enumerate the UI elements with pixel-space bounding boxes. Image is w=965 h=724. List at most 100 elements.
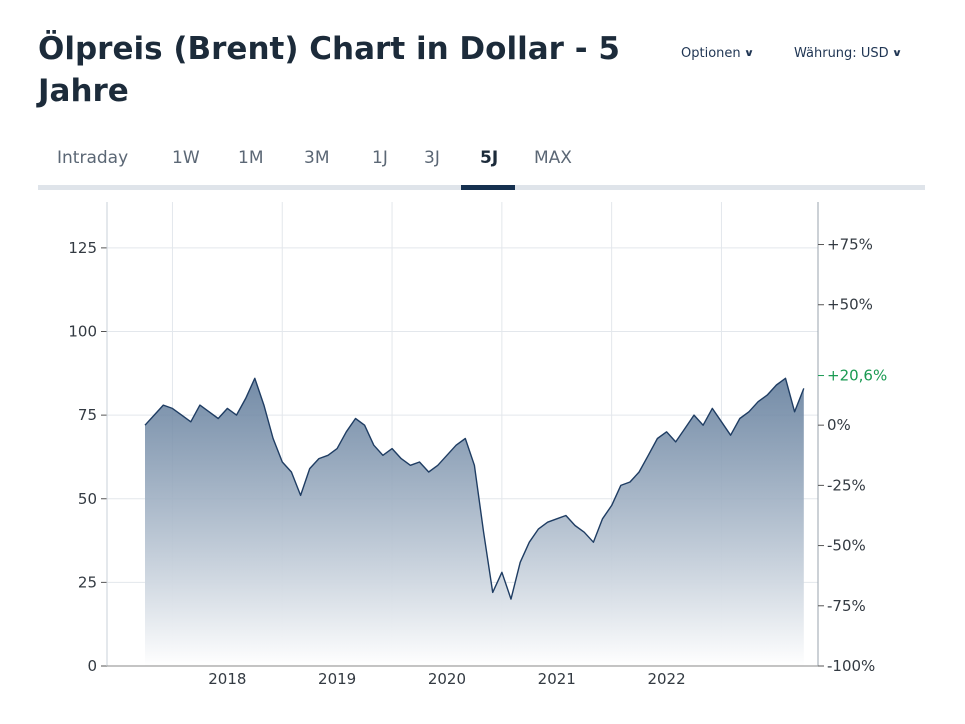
data-point xyxy=(638,471,640,473)
x-tick-label: 2022 xyxy=(647,670,685,688)
data-point xyxy=(418,461,420,463)
y-tick-label: 50 xyxy=(78,490,97,508)
data-point xyxy=(391,447,393,449)
data-point xyxy=(153,414,155,416)
currency-dropdown[interactable]: Währung: USD ∨ xyxy=(794,46,902,61)
y-tick-label: 75 xyxy=(78,406,97,424)
data-point xyxy=(363,424,365,426)
data-point xyxy=(327,454,329,456)
data-point xyxy=(245,397,247,399)
data-point xyxy=(546,521,548,523)
data-point xyxy=(382,454,384,456)
data-point xyxy=(601,518,603,520)
tab-1m[interactable]: 1M xyxy=(238,148,264,168)
data-point xyxy=(263,404,265,406)
x-tick-label: 2020 xyxy=(428,670,466,688)
price-chart: 0 25 50 75 100 125 2018 2019 2020 2021 2022 +75% +50… xyxy=(68,202,887,688)
options-dropdown[interactable]: Optionen ∨ xyxy=(681,46,754,61)
y-tick-label: 0 xyxy=(87,657,97,675)
data-point xyxy=(336,447,338,449)
data-point xyxy=(684,427,686,429)
pct-tick-label: -50% xyxy=(827,537,866,555)
data-point xyxy=(180,414,182,416)
data-point xyxy=(766,394,768,396)
pct-tick-label: -75% xyxy=(827,597,866,615)
y-tick-label: 100 xyxy=(68,323,97,341)
data-point xyxy=(793,411,795,413)
data-point xyxy=(162,404,164,406)
data-point xyxy=(400,457,402,459)
data-point xyxy=(611,504,613,506)
x-tick-label: 2021 xyxy=(538,670,576,688)
data-point xyxy=(537,528,539,530)
data-point xyxy=(775,384,777,386)
x-tick-label: 2019 xyxy=(318,670,356,688)
chevron-down-icon: ∨ xyxy=(891,48,902,59)
data-point xyxy=(592,541,594,543)
data-point xyxy=(235,414,237,416)
data-point xyxy=(208,411,210,413)
data-point xyxy=(254,377,256,379)
data-point xyxy=(309,467,311,469)
data-point xyxy=(473,464,475,466)
pct-tick-label: +75% xyxy=(827,236,873,254)
pct-tick-label: -100% xyxy=(827,657,875,675)
data-point xyxy=(583,531,585,533)
tab-5j[interactable]: 5J xyxy=(480,148,499,168)
data-point xyxy=(464,437,466,439)
pct-tick-label: 0% xyxy=(827,416,851,434)
data-point xyxy=(501,571,503,573)
tab-1j[interactable]: 1J xyxy=(372,148,388,168)
x-tick-label: 2018 xyxy=(208,670,246,688)
data-point xyxy=(693,414,695,416)
data-point xyxy=(729,434,731,436)
currency-label: Währung: USD xyxy=(794,46,889,61)
chevron-down-icon: ∨ xyxy=(743,48,754,59)
data-point xyxy=(620,484,622,486)
tab-1w[interactable]: 1W xyxy=(172,148,200,168)
data-point xyxy=(446,454,448,456)
data-point xyxy=(217,417,219,419)
pct-tick-label: +50% xyxy=(827,296,873,314)
data-point xyxy=(482,531,484,533)
data-point xyxy=(510,598,512,600)
tab-max[interactable]: MAX xyxy=(534,148,572,168)
data-point xyxy=(656,437,658,439)
tab-3j[interactable]: 3J xyxy=(424,148,440,168)
series-area-fill xyxy=(145,378,804,666)
data-point xyxy=(299,494,301,496)
data-point xyxy=(428,471,430,473)
data-point xyxy=(784,377,786,379)
data-point xyxy=(373,444,375,446)
timerange-tabs: Intraday 1W 1M 3M 1J 3J 5J MAX xyxy=(38,144,925,190)
data-point xyxy=(226,407,228,409)
data-point xyxy=(519,561,521,563)
pct-tick-label: -25% xyxy=(827,476,866,494)
data-point xyxy=(437,464,439,466)
data-point xyxy=(574,524,576,526)
data-point xyxy=(647,454,649,456)
data-point xyxy=(281,461,283,463)
data-point xyxy=(190,421,192,423)
data-point xyxy=(455,444,457,446)
active-tab-indicator xyxy=(461,185,515,190)
data-point xyxy=(565,514,567,516)
data-point xyxy=(748,411,750,413)
page-title: Ölpreis (Brent) Chart in Dollar - 5 Jahr… xyxy=(38,31,620,109)
data-point xyxy=(757,401,759,403)
data-point xyxy=(345,431,347,433)
chart-axes: 0 25 50 75 100 125 2018 2019 2020 2021 2022 +75% +50… xyxy=(68,202,887,688)
options-label: Optionen xyxy=(681,46,741,61)
tab-intraday[interactable]: Intraday xyxy=(57,148,129,168)
data-point xyxy=(272,437,274,439)
data-point xyxy=(199,404,201,406)
data-point xyxy=(144,424,146,426)
data-point xyxy=(354,417,356,419)
data-point xyxy=(528,541,530,543)
data-point xyxy=(675,441,677,443)
data-point xyxy=(290,471,292,473)
data-point xyxy=(711,407,713,409)
y-tick-label: 25 xyxy=(78,573,97,591)
tab-3m[interactable]: 3M xyxy=(304,148,330,168)
data-point xyxy=(739,417,741,419)
